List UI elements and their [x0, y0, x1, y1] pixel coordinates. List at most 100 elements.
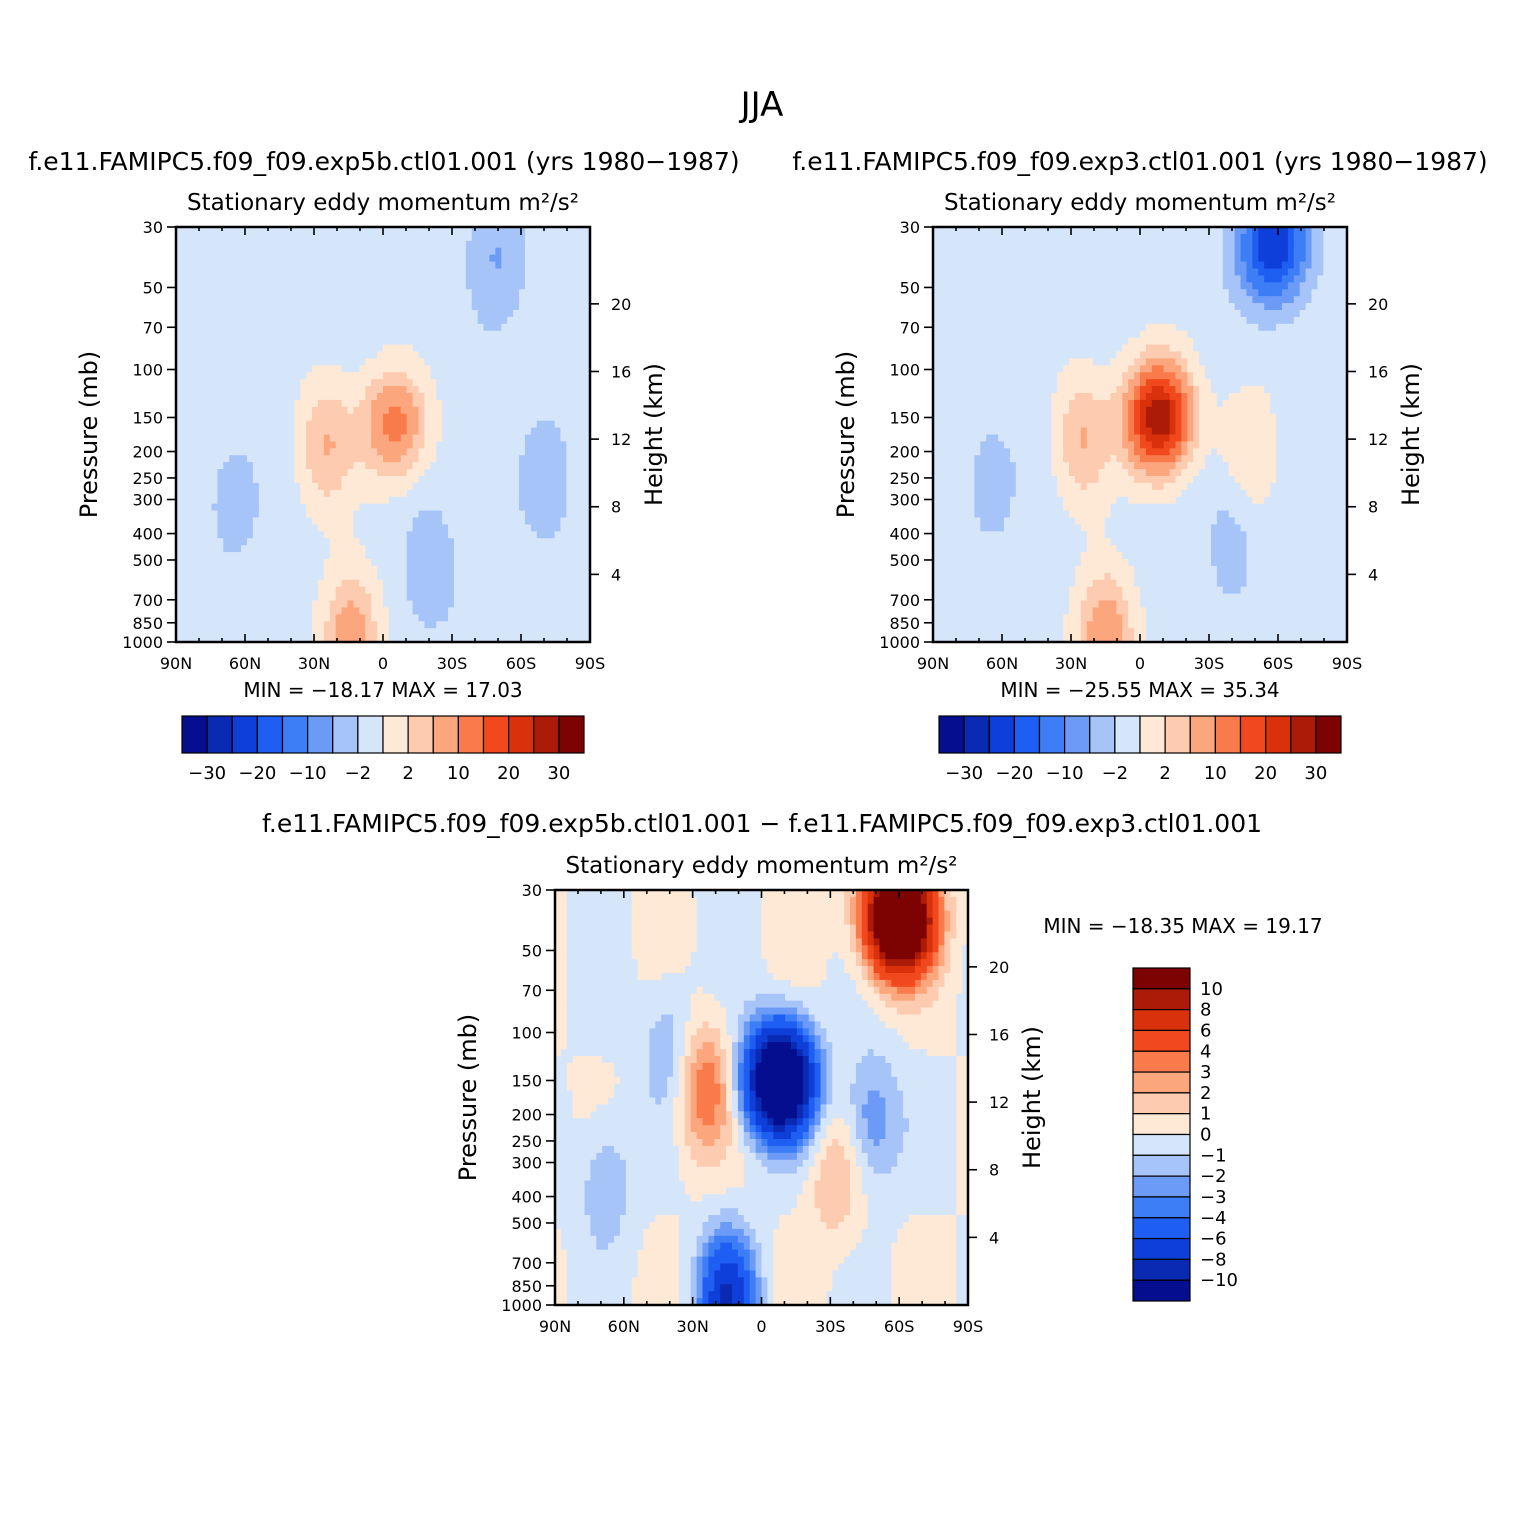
contour-cell	[1264, 268, 1271, 277]
contour-cell	[205, 227, 213, 235]
contour-cell	[412, 240, 420, 249]
contour-cell	[536, 233, 544, 242]
contour-cell	[542, 393, 550, 401]
contour-cell	[329, 413, 337, 422]
contour-cell	[341, 614, 349, 622]
contour-cell	[1293, 268, 1301, 277]
contour-cell	[176, 240, 183, 249]
contour-cell	[335, 351, 343, 360]
contour-cell	[288, 552, 295, 560]
contour-cell	[300, 310, 307, 318]
contour-cell	[501, 462, 508, 470]
contour-cell	[584, 372, 590, 380]
contour-cell	[554, 282, 562, 290]
contour-cell	[1134, 227, 1141, 235]
contour-cell	[572, 427, 579, 436]
contour-cell	[1181, 254, 1188, 263]
contour-cell	[519, 496, 526, 505]
contour-cell	[536, 489, 544, 498]
contour-cell	[513, 275, 520, 283]
contour-cell	[181, 413, 189, 422]
contour-cell	[578, 233, 585, 242]
contour-cell	[950, 233, 958, 242]
contour-cell	[424, 406, 431, 415]
contour-cell	[270, 635, 278, 642]
contour-cell	[459, 379, 467, 387]
colorbar-label: −30	[188, 763, 226, 784]
contour-cell	[335, 386, 343, 394]
contour-cell	[276, 275, 284, 283]
contour-cell	[246, 635, 254, 642]
contour-cell	[542, 517, 550, 526]
contour-cell	[448, 233, 455, 242]
contour-cell	[554, 635, 562, 642]
contour-cell	[1098, 282, 1106, 290]
contour-cell	[501, 455, 508, 463]
contour-cell	[501, 303, 508, 311]
contour-cell	[270, 455, 278, 463]
contour-cell	[459, 628, 467, 636]
contour-cell	[241, 247, 248, 256]
contour-cell	[459, 413, 467, 422]
contour-cell	[507, 365, 514, 373]
contour-cell	[199, 552, 207, 560]
contour-cell	[193, 323, 201, 332]
contour-cell	[519, 372, 526, 380]
contour-cell	[560, 434, 567, 443]
contour-cell	[347, 517, 355, 526]
contour-cell	[205, 386, 213, 394]
contour-cell	[1003, 275, 1011, 283]
contour-cell	[483, 282, 491, 290]
contour-cell	[258, 545, 266, 553]
contour-cell	[181, 365, 189, 373]
contour-cell	[329, 261, 337, 270]
contour-cell	[501, 552, 508, 560]
contour-cell	[513, 496, 520, 505]
contour-cell	[199, 469, 207, 477]
contour-cell	[513, 545, 520, 553]
contour-cell	[536, 448, 544, 456]
contour-cell	[566, 593, 573, 602]
contour-cell	[359, 579, 366, 588]
contour-cell	[347, 621, 355, 629]
contour-cell	[371, 503, 378, 512]
contour-cell	[270, 261, 278, 270]
contour-cell	[388, 372, 396, 380]
contour-cell	[335, 448, 343, 456]
contour-cell	[187, 275, 195, 283]
contour-cell	[418, 572, 425, 581]
y-tick-label: 400	[132, 525, 163, 544]
contour-cell	[453, 559, 461, 567]
contour-cell	[448, 365, 455, 373]
contour-cell	[442, 489, 449, 498]
contour-cell	[524, 413, 532, 422]
contour-cell	[383, 482, 390, 491]
x-tick-label: 30N	[298, 654, 330, 673]
contour-cell	[306, 441, 313, 449]
contour-cell	[1205, 254, 1212, 263]
contour-cell	[317, 455, 325, 463]
contour-cell	[329, 268, 337, 277]
contour-cell	[471, 330, 479, 339]
contour-cell	[276, 545, 284, 553]
contour-cell	[193, 303, 201, 311]
contour-cell	[258, 427, 266, 436]
contour-cell	[294, 365, 301, 373]
contour-cell	[371, 496, 378, 505]
contour-cell	[235, 393, 242, 401]
contour-cell	[944, 240, 952, 249]
contour-cell	[377, 337, 384, 346]
contour-cell	[584, 330, 590, 339]
contour-cell	[335, 275, 343, 283]
contour-cell	[353, 254, 360, 263]
contour-cell	[241, 441, 248, 449]
contour-cell	[501, 323, 508, 332]
contour-cell	[566, 552, 573, 560]
contour-cell	[400, 344, 408, 353]
contour-cell	[566, 503, 573, 512]
contour-cell	[217, 365, 224, 373]
contour-cell	[329, 330, 337, 339]
contour-cell	[1287, 282, 1295, 290]
contour-cell	[536, 552, 544, 560]
contour-cell	[288, 455, 295, 463]
